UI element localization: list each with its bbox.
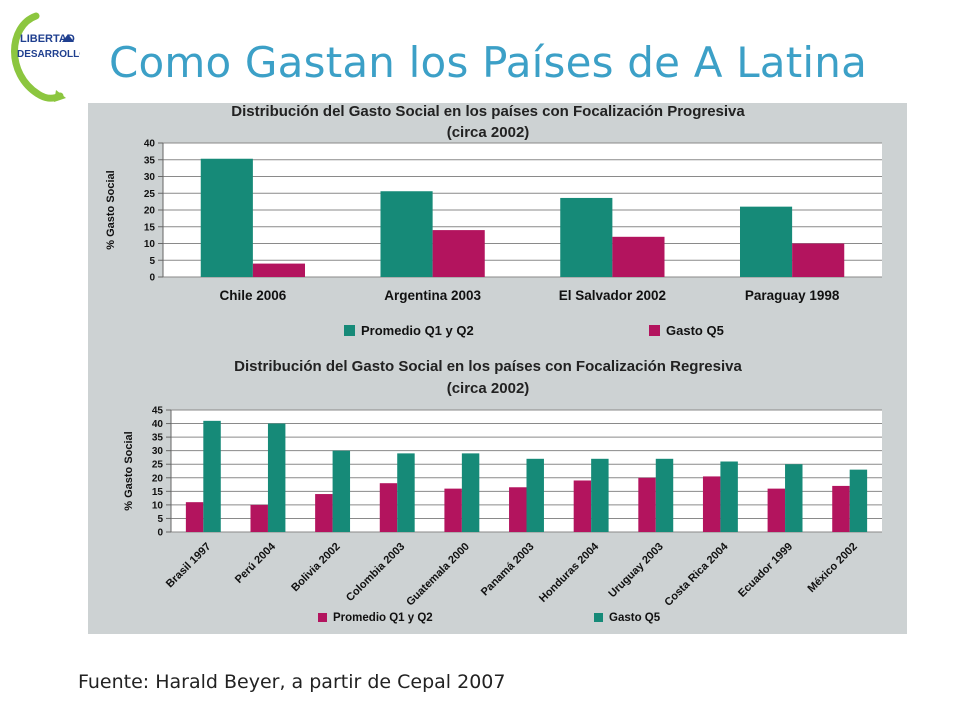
- y-tick-label: 20: [144, 206, 156, 217]
- x-category-label: Honduras 2004: [537, 540, 602, 605]
- y-tick-label: 30: [152, 446, 164, 457]
- bar-2-0: [702, 476, 721, 532]
- x-category-label: Panamá 2003: [479, 541, 537, 599]
- legend-swatch: [649, 325, 660, 336]
- slide-title: Como Gastan los Países de A Latina: [108, 38, 868, 87]
- bar-2-0: [379, 483, 398, 532]
- y-tick-label: 25: [144, 189, 156, 200]
- x-category-label: Colombia 2003: [344, 541, 407, 604]
- y-tick-label: 10: [144, 239, 156, 250]
- y-tick-label: 25: [152, 460, 164, 471]
- y-tick-label: 0: [149, 273, 155, 284]
- bar-2-0: [250, 504, 268, 532]
- y-tick-label: 15: [144, 222, 156, 233]
- bar-2-1: [267, 423, 286, 532]
- legend-swatch: [318, 613, 327, 622]
- bar-2-0: [444, 488, 462, 532]
- bar-1-1: [432, 230, 485, 277]
- y-tick-label: 5: [149, 256, 155, 267]
- bar-2-1: [591, 458, 609, 532]
- y-axis-label: % Gasto Social: [105, 170, 117, 249]
- bar-1-1: [612, 236, 665, 277]
- bar-1-1: [792, 243, 845, 277]
- libertad-desarrollo-logo: LIBERTAD DESARROLLO: [6, 12, 80, 102]
- chart-subtitle: (circa 2002): [447, 124, 530, 141]
- bar-2-1: [785, 464, 803, 532]
- bar-2-0: [832, 485, 850, 532]
- y-tick-label: 0: [157, 528, 163, 539]
- x-category-label: Chile 2006: [219, 288, 286, 303]
- x-category-label: Perú 2004: [233, 540, 279, 586]
- bar-2-0: [767, 488, 786, 532]
- bar-2-1: [461, 453, 480, 532]
- chart-title: Distribución del Gasto Social en los paí…: [231, 103, 745, 120]
- logo-text-line1: LIBERTAD: [20, 33, 75, 45]
- x-category-label: Paraguay 1998: [745, 288, 840, 303]
- x-category-label: Brasil 1997: [164, 541, 214, 591]
- y-tick-label: 10: [152, 500, 164, 511]
- legend-label: Promedio Q1 y Q2: [361, 323, 474, 338]
- chart-panel: 0 5 10 15 20 25 30 35 40 Distribución del Gasto S…: [88, 103, 907, 634]
- bar-1-0: [380, 191, 433, 277]
- bar-2-0: [573, 480, 592, 532]
- logo-text-line2: DESARROLLO: [17, 49, 80, 60]
- bar-2-1: [526, 458, 544, 532]
- bar-2-0: [509, 487, 527, 532]
- y-tick-label: 40: [144, 139, 156, 150]
- chart-title: Distribución del Gasto Social en los paí…: [234, 358, 742, 375]
- x-category-label: El Salvador 2002: [559, 288, 666, 303]
- bar-2-1: [397, 453, 415, 532]
- bar-2-1: [849, 469, 868, 532]
- source-note: Fuente: Harald Beyer, a partir de Cepal …: [78, 671, 506, 693]
- charts-svg: 0 5 10 15 20 25 30 35 40 Distribución del Gasto S…: [105, 103, 882, 624]
- bar-2-0: [638, 477, 656, 532]
- legend-swatch: [344, 325, 355, 336]
- y-tick-label: 35: [152, 433, 164, 444]
- x-category-label: Uruguay 2003: [606, 541, 666, 601]
- y-tick-label: 20: [152, 473, 164, 484]
- logo-graphic: LIBERTAD DESARROLLO: [11, 12, 80, 102]
- y-tick-label: 40: [152, 419, 164, 430]
- bar-1-0: [739, 206, 793, 277]
- y-tick-label: 30: [144, 172, 156, 183]
- y-tick-label: 45: [152, 406, 164, 417]
- x-category-label: Costa Rica 2004: [662, 540, 731, 609]
- y-tick-label: 35: [144, 155, 156, 166]
- legend-swatch: [594, 613, 603, 622]
- y-tick-label: 5: [157, 514, 163, 525]
- legend-label: Promedio Q1 y Q2: [333, 612, 433, 624]
- bar-1-0: [560, 197, 613, 277]
- legend-label: Gasto Q5: [666, 323, 724, 338]
- bar-2-1: [655, 458, 674, 532]
- y-axis-label: % Gasto Social: [123, 431, 135, 510]
- bar-2-1: [332, 450, 351, 532]
- legend-label: Gasto Q5: [609, 612, 661, 624]
- bar-2-1: [720, 461, 738, 532]
- x-category-label: México 2002: [805, 541, 859, 595]
- chart-subtitle: (circa 2002): [447, 380, 530, 397]
- x-category-label: Ecuador 1999: [736, 541, 795, 600]
- y-tick-label: 15: [152, 487, 164, 498]
- bar-1-1: [252, 263, 306, 277]
- bar-2-1: [203, 420, 221, 532]
- x-category-label: Guatemala 2000: [404, 541, 472, 609]
- x-category-label: Bolivia 2002: [289, 541, 342, 594]
- bar-1-0: [200, 158, 253, 277]
- x-category-label: Argentina 2003: [384, 288, 481, 303]
- bar-2-0: [315, 494, 333, 532]
- bar-2-0: [185, 502, 204, 532]
